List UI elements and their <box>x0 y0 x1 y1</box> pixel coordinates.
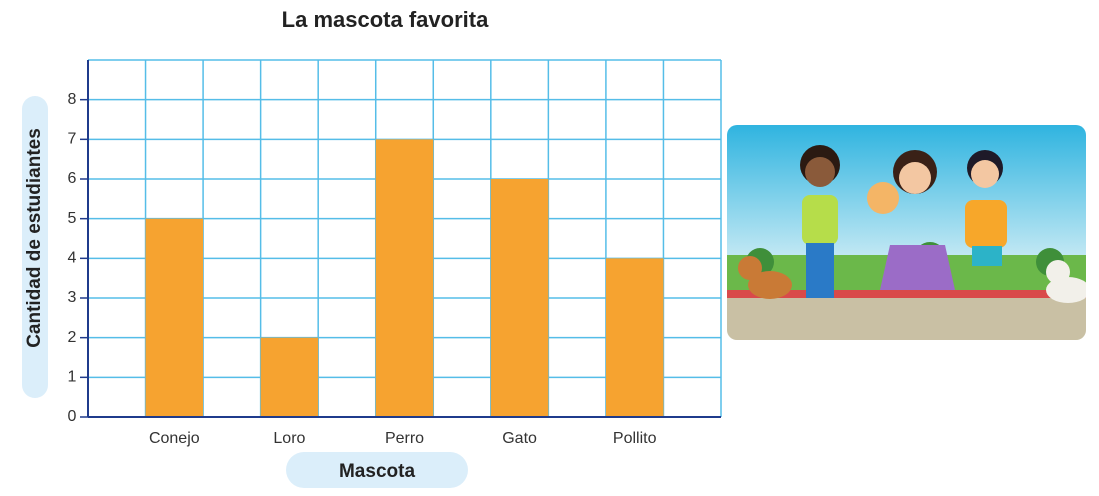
bar <box>145 218 204 417</box>
y-tick-label: 4 <box>68 250 77 267</box>
y-tick-label: 2 <box>68 329 77 346</box>
y-tick-label: 3 <box>68 289 77 306</box>
bar <box>490 179 549 417</box>
x-label-pill <box>286 452 468 488</box>
y-tick-label: 5 <box>68 210 77 227</box>
y-tick-label: 7 <box>68 131 77 148</box>
plot-area: 0 1 2 3 4 5 6 7 8 Conejo Loro Perro Gato Pollito <box>68 59 722 447</box>
y-tick-label: 0 <box>68 408 77 425</box>
bar <box>375 139 434 418</box>
bar <box>605 258 664 417</box>
y-tick-label: 1 <box>68 369 77 386</box>
y-axis-title: Cantidad de estudiantes <box>24 128 45 348</box>
illustration <box>727 125 1086 340</box>
x-tick-label: Gato <box>502 430 537 447</box>
bar <box>260 337 319 417</box>
y-tick-label: 8 <box>68 91 77 108</box>
y-label-pill <box>22 96 48 398</box>
x-tick-label: Loro <box>273 430 305 447</box>
x-tick-label: Perro <box>385 430 424 447</box>
x-tick-label: Conejo <box>149 430 200 447</box>
chart-title: La mascota favorita <box>282 7 489 32</box>
x-tick-label: Pollito <box>613 430 657 447</box>
x-axis-title: Mascota <box>339 461 415 482</box>
y-tick-label: 6 <box>68 170 77 187</box>
